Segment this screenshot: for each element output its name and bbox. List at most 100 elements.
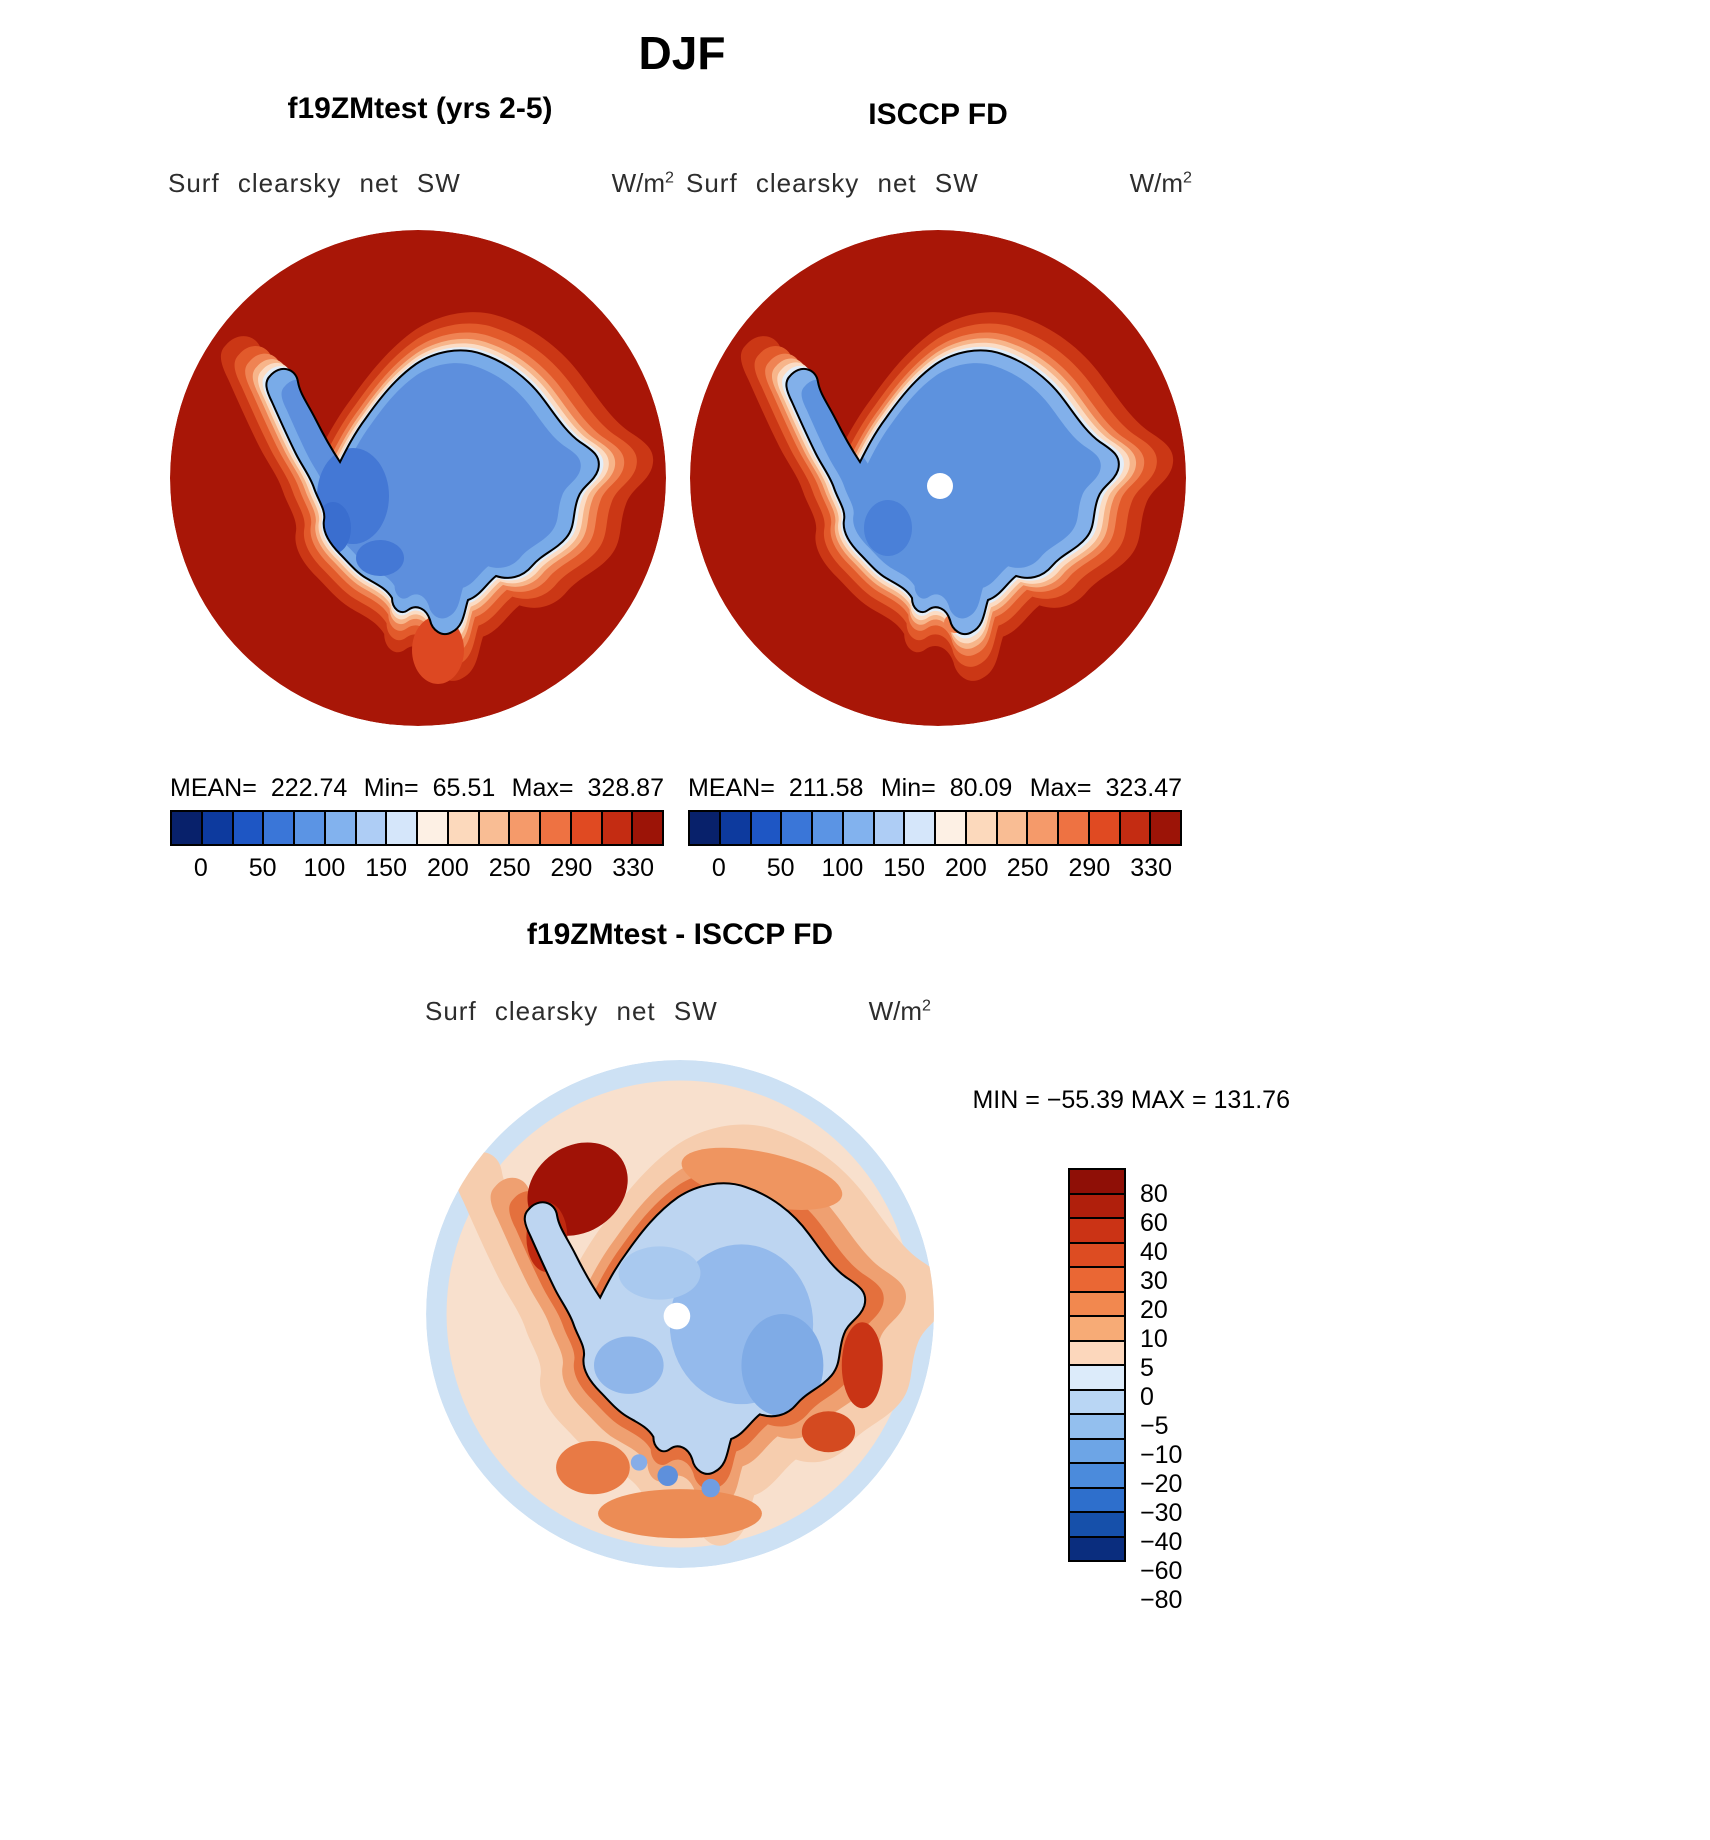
field-label-diff: Surf clearsky net SW <box>425 996 718 1026</box>
colorbar-segment <box>1151 812 1180 844</box>
stats-row-obs: MEAN= 211.58 Min= 80.09 Max= 323.47 <box>688 774 1182 803</box>
obs-map-interior <box>801 363 1101 619</box>
negative-anomaly-spot <box>701 1478 720 1498</box>
colorbar-segment <box>1089 812 1121 844</box>
colorbar-segment <box>1070 1243 1124 1268</box>
max-value: 323.47 <box>1105 774 1182 802</box>
diff-map <box>426 1060 934 1568</box>
colorbar-segment <box>571 812 603 844</box>
colorbar-segment <box>1070 1415 1124 1440</box>
field-label-model: Surf clearsky net SW <box>168 168 461 198</box>
colorbar-segment <box>1070 1439 1124 1464</box>
level-label: 80 <box>1140 1180 1168 1208</box>
colorbar-segment <box>602 812 634 844</box>
colorbar-segment <box>905 812 936 844</box>
colorbar-segment <box>172 812 203 844</box>
colorbar-segment <box>1059 812 1090 844</box>
colorbar-segment <box>1070 1366 1124 1391</box>
colorbar-obs <box>688 810 1182 846</box>
negative-anomaly-spot <box>630 1454 648 1471</box>
model-map <box>170 230 666 726</box>
units-obs: W/m2 <box>1129 168 1192 198</box>
level-label: −30 <box>1140 1499 1183 1527</box>
colorbar-segment <box>541 812 572 844</box>
colorbar-segment <box>295 812 326 844</box>
pole-missing-data-dot <box>927 473 953 499</box>
colorbar-segment <box>387 812 418 844</box>
colorbar-diff <box>1068 1168 1126 1562</box>
colorbar-segment <box>1120 812 1152 844</box>
level-label: 20 <box>1140 1296 1168 1324</box>
colorbar-ticks-obs: 0 50 100 150 200 250 290 330 <box>688 854 1182 883</box>
panel-title-obs: ISCCP FD <box>868 98 1008 131</box>
obs-map <box>690 230 1186 726</box>
colorbar-segment <box>936 812 967 844</box>
positive-anomaly-patch <box>598 1489 762 1539</box>
negative-anomaly-spot <box>657 1465 678 1487</box>
positive-anomaly-patch <box>841 1322 883 1409</box>
colorbar-segment <box>966 812 998 844</box>
mean-label: MEAN= <box>170 774 257 802</box>
max-label: Max= <box>511 774 574 802</box>
figure-title: DJF <box>638 27 726 79</box>
min-value: 80.09 <box>949 774 1013 802</box>
colorbar-segment <box>1070 1268 1124 1293</box>
positive-anomaly-patch <box>556 1440 630 1495</box>
colorbar-segment <box>1028 812 1059 844</box>
level-label: −40 <box>1140 1528 1183 1556</box>
colorbar-segment <box>1070 1170 1124 1195</box>
colorbar-segment <box>1070 1317 1124 1342</box>
tick-label: 290 <box>550 854 593 882</box>
tick-label: 200 <box>427 854 469 882</box>
colorbar-segment <box>1070 1292 1124 1317</box>
tick-label: 250 <box>1006 854 1049 882</box>
stats-row-model: MEAN= 222.74 Min= 65.51 Max= 328.87 <box>170 774 664 803</box>
tick-label: 0 <box>711 854 726 882</box>
min-value: 65.51 <box>432 774 496 802</box>
colorbar-model <box>170 810 664 846</box>
colorbar-segment <box>1070 1219 1124 1244</box>
units-diff: W/m2 <box>868 996 931 1026</box>
tick-label: 290 <box>1068 854 1111 882</box>
colorbar-segment <box>479 812 511 844</box>
level-label: 5 <box>1140 1354 1154 1382</box>
colorbar-segment <box>843 812 875 844</box>
level-label: 40 <box>1140 1238 1168 1266</box>
field-label-obs: Surf clearsky net SW <box>686 168 979 198</box>
colorbar-segment <box>1070 1341 1124 1366</box>
level-label: −20 <box>1140 1470 1183 1498</box>
colorbar-ticks-model: 0 50 100 150 200 250 290 330 <box>170 854 664 883</box>
colorbar-segment <box>1070 1390 1124 1415</box>
tick-label: 150 <box>883 854 925 882</box>
level-label: −5 <box>1140 1412 1169 1440</box>
positive-anomaly-patch <box>801 1411 856 1453</box>
tick-label: 330 <box>1130 854 1172 882</box>
tick-label: 100 <box>303 854 346 882</box>
max-value: 328.87 <box>587 774 664 802</box>
field-label-row-diff: Surf clearsky net SW W/m2 <box>425 996 931 1027</box>
level-label: 0 <box>1140 1383 1154 1411</box>
tick-label: 150 <box>365 854 407 882</box>
panel-title-diff: f19ZMtest - ISCCP FD <box>526 918 834 951</box>
max-label: Max= <box>1029 774 1092 802</box>
colorbar-segment <box>1070 1488 1124 1513</box>
field-label-row-obs: Surf clearsky net SW W/m2 <box>686 168 1192 199</box>
colorbar-segment <box>782 812 813 844</box>
min-label: Min= <box>363 774 419 802</box>
field-label-row-model: Surf clearsky net SW W/m2 <box>168 168 674 199</box>
colorbar-segment <box>1070 1537 1124 1560</box>
level-label: 30 <box>1140 1267 1168 1295</box>
pole-missing-data-dot <box>663 1302 691 1330</box>
colorbar-segment <box>202 812 234 844</box>
level-label: 60 <box>1140 1209 1168 1237</box>
colorbar-segment <box>1070 1513 1124 1538</box>
tick-label: 50 <box>248 854 277 882</box>
mean-label: MEAN= <box>688 774 775 802</box>
model-map-interior <box>281 363 581 619</box>
mean-value: 222.74 <box>270 774 348 802</box>
colorbar-segment <box>1070 1464 1124 1489</box>
colorbar-segment <box>720 812 752 844</box>
level-label: −10 <box>1140 1441 1183 1469</box>
colorbar-segment <box>325 812 357 844</box>
